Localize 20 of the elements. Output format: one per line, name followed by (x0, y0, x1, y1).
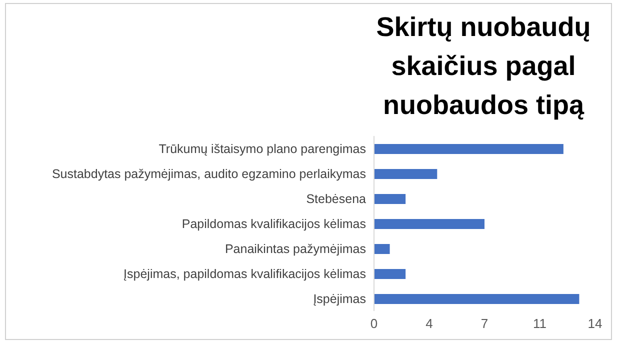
y-tick-label: Panaikintas pažymėjimas (224, 242, 366, 256)
bar (374, 144, 564, 154)
bar (374, 269, 406, 279)
chart-title: Skirtų nuobaudų skaičius pagal nuobaudos tipą (375, 11, 592, 122)
x-tick-label: 11 (533, 316, 546, 332)
y-tick-label: Trūkumų ištaisymo plano parengimas (158, 142, 366, 156)
x-tick-label: 14 (588, 316, 602, 332)
bar (374, 244, 390, 254)
y-tick-label: Stebėsena (306, 192, 366, 206)
y-tick-label: Papildomas kvalifikacijos kėlimas (182, 216, 366, 231)
x-tick-label: 0 (370, 316, 378, 332)
x-tick-label: 7 (480, 316, 488, 332)
y-tick-label: Sustabdytas pažymėjimas, audito egzamino perlaikymas (52, 166, 366, 181)
bar (374, 294, 580, 304)
y-tick-label: Įspėjimas, papildomas kvalifikacijos kėlimas (124, 266, 366, 281)
bar (374, 169, 438, 179)
bar (374, 219, 484, 229)
x-tick-label: 4 (426, 316, 433, 332)
y-tick-label: Įspėjimas (313, 292, 366, 306)
bar (374, 194, 406, 204)
